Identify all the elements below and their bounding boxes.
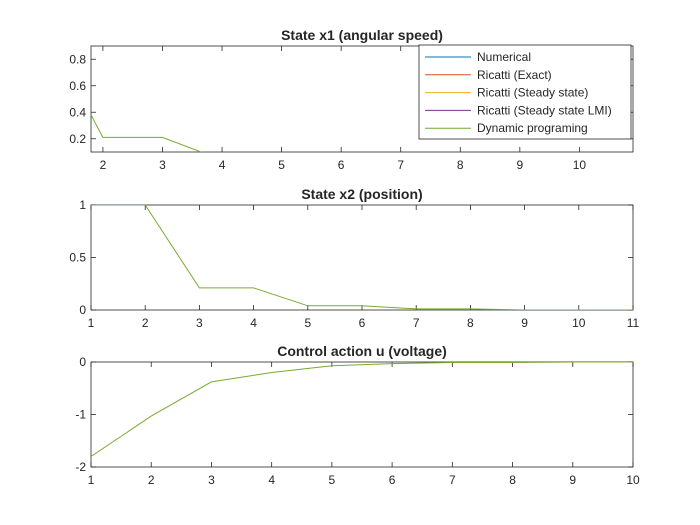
series-line-dynamic-programing	[91, 362, 633, 457]
x-tick-label: 9	[516, 158, 523, 172]
axes-box	[90, 204, 634, 311]
x-tick-label: 7	[397, 158, 404, 172]
x-tick-label: 10	[626, 473, 640, 487]
legend-entry-label: Numerical	[477, 50, 531, 64]
x-tick-label: 2	[142, 316, 149, 330]
legend-entry-label: Ricatti (Steady state)	[477, 86, 588, 100]
subplot-3: Control action u (voltage) 1 2 3 4 5 6 7 8 9 10 -2 -…	[75, 343, 640, 487]
y-tick-label: 0	[79, 303, 86, 317]
y-tick-label: 0.6	[69, 79, 86, 93]
x-tick-label: 3	[208, 473, 215, 487]
x-tick-label: 6	[359, 316, 366, 330]
y-tick-label: -2	[75, 460, 86, 474]
legend: Numerical Ricatti (Exact) Ricatti (Steady …	[418, 44, 632, 140]
x-tick-label: 10	[572, 316, 586, 330]
subplot-1: State x1 (angular speed) 2 3 4 5 6 7 8 9 10 0.2 0.4…	[69, 27, 634, 172]
x-tick-label: 5	[329, 473, 336, 487]
series-line-dynamic-programing	[91, 205, 633, 310]
legend-entry-label: Ricatti (Exact)	[477, 68, 552, 82]
x-tick-label: 8	[457, 158, 464, 172]
x-tick-label: 5	[278, 158, 285, 172]
y-tick-label: -1	[75, 408, 86, 422]
x-tick-label: 8	[467, 316, 474, 330]
y-tick-label: 0.2	[69, 132, 86, 146]
x-tick-label: 7	[413, 316, 420, 330]
y-tick-label: 0.8	[69, 52, 86, 66]
y-tick-label: 0.5	[69, 251, 86, 265]
x-tick-label: 9	[569, 473, 576, 487]
x-tick-label: 7	[449, 473, 456, 487]
x-tick-label: 6	[389, 473, 396, 487]
x-tick-label: 4	[219, 158, 226, 172]
x-tick-label: 4	[250, 316, 257, 330]
chart-title: Control action u (voltage)	[277, 343, 447, 359]
x-tick-label: 4	[268, 473, 275, 487]
x-tick-label: 1	[88, 473, 95, 487]
y-tick-label: 0	[79, 355, 86, 369]
y-tick-label: 1	[79, 198, 86, 212]
x-tick-label: 9	[521, 316, 528, 330]
x-tick-label: 11	[627, 316, 640, 330]
axes-box	[90, 361, 634, 468]
x-tick-label: 5	[304, 316, 311, 330]
x-tick-label: 6	[338, 158, 345, 172]
x-tick-label: 3	[196, 316, 203, 330]
y-tick-label: 0.4	[69, 105, 86, 119]
x-tick-label: 8	[509, 473, 516, 487]
x-tick-label: 1	[88, 316, 95, 330]
legend-entry-label: Dynamic programing	[477, 121, 588, 135]
x-tick-label: 10	[573, 158, 587, 172]
series-line-dynamic-programing	[91, 114, 203, 152]
x-tick-label: 2	[148, 473, 155, 487]
chart-title: State x2 (position)	[301, 186, 422, 202]
legend-box	[418, 44, 632, 140]
subplot-2: State x2 (position) 1 2 3 4 5 6 7 8 9 10 11 0 0.5 1	[69, 186, 639, 330]
x-tick-label: 3	[159, 158, 166, 172]
chart-title: State x1 (angular speed)	[281, 27, 443, 43]
legend-entry-label: Ricatti (Steady state LMI)	[477, 103, 612, 117]
x-tick-label: 2	[100, 158, 107, 172]
